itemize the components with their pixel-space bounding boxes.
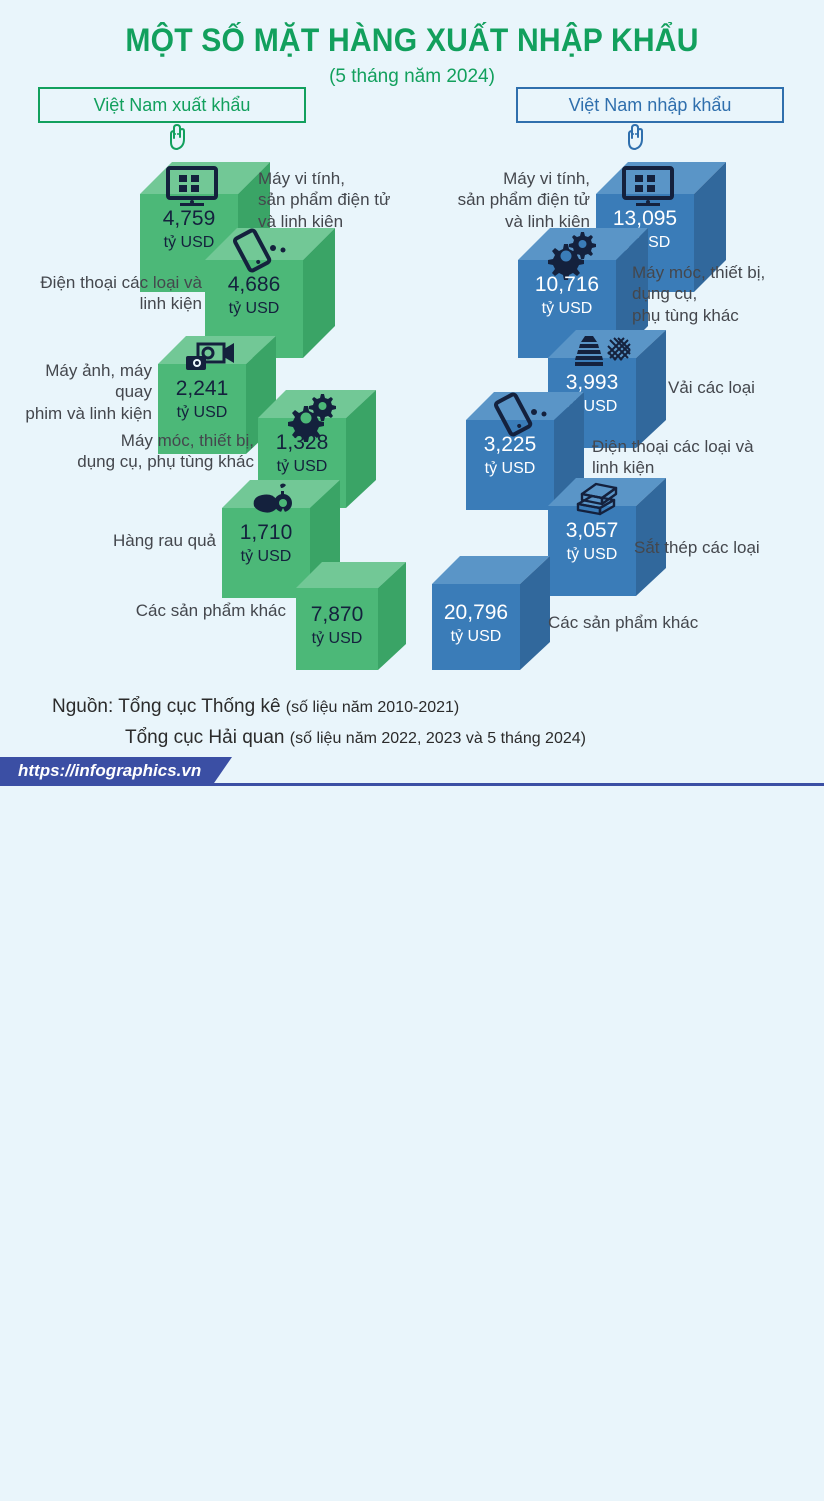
import-label-6: Các sản phẩm khác [548,613,699,632]
bottom-rule [0,783,824,786]
source-line-2-main: Tổng cục Hải quan [125,727,290,748]
export-header-label: Việt Nam xuất khẩu [93,94,251,115]
import-label-2: Máy móc, thiết bị, dụng cụ, phụ tùng khá… [632,263,766,325]
export-header-box: Việt Nam xuất khẩu [38,87,306,123]
export-label-4: Máy móc, thiết bị, dụng cụ, phụ tùng khá… [77,431,254,472]
pointing-hand-icon [618,120,652,154]
import-label-4: Điện thoại các loại và linh kiện [592,437,754,478]
source-line-2-note: (số liệu năm 2022, 2023 và 5 tháng 2024) [289,730,586,747]
import-header-box: Việt Nam nhập khẩu [516,87,784,123]
url-banner [0,757,232,786]
export-label-5: Hàng rau quả [112,531,216,550]
export-cube-6: 7,870 tỷ USD [296,562,406,670]
import-label-5: Sắt thép các loại [634,538,760,557]
import-label-1: Máy vi tính, sản phẩm điện tử và linh ki… [457,169,590,231]
export-label-2: Điện thoại các loại và linh kiện [40,273,202,314]
infographic-root: MỘT SỐ MẶT HÀNG XUẤT NHẬP KHẨU (5 tháng … [0,22,824,786]
export-label-1: Máy vi tính, sản phẩm điện tử và linh ki… [258,169,391,231]
ttxvn-logo: © TTX N V Vietnam News Agency [668,730,814,774]
source-line-1: Nguồn: Tổng cục Thống kê (số liệu năm 20… [52,696,459,718]
export-label-6: Các sản phẩm khác [135,601,286,620]
export-label-3: Máy ảnh, máy quay phim và linh kiện [25,361,152,423]
import-cube-6: 20,796 tỷ USD [432,556,550,670]
page-subtitle: (5 tháng năm 2024) [329,66,495,87]
source-line-1-main: Nguồn: Tổng cục Thống kê [52,696,286,717]
source-line-2: Tổng cục Hải quan (số liệu năm 2022, 202… [125,727,586,749]
source-line-1-note: (số liệu năm 2010-2021) [285,699,460,716]
site-url[interactable]: https://infographics.vn [18,761,202,780]
page-title: MỘT SỐ MẶT HÀNG XUẤT NHẬP KHẨU [125,22,699,58]
import-header-label: Việt Nam nhập khẩu [568,94,732,115]
import-label-3: Vải các loại [668,378,755,397]
pointing-hand-icon [160,120,194,154]
